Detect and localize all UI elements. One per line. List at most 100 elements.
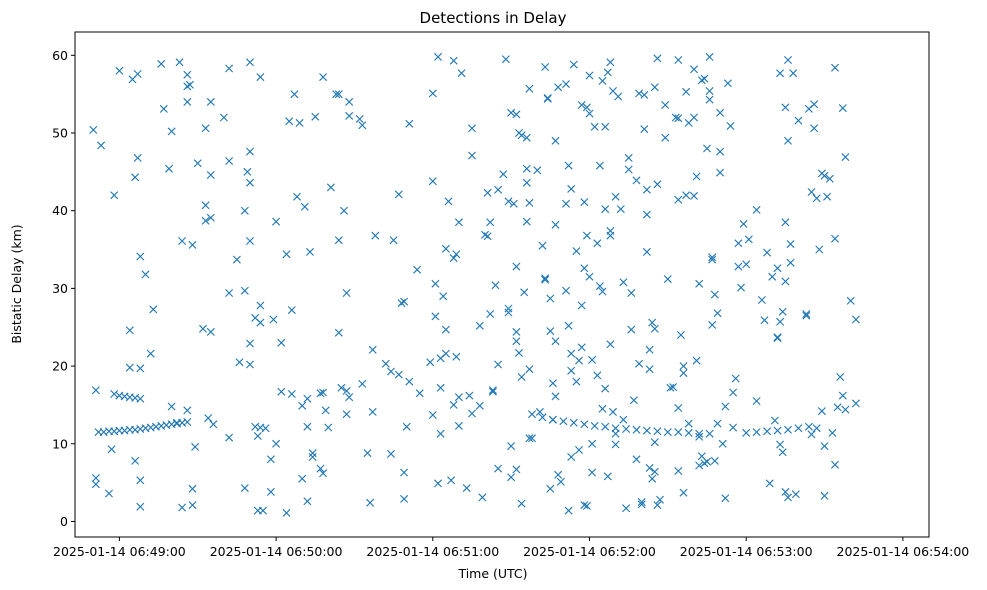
data-point [585,109,594,118]
data-point [175,58,184,67]
data-point [642,247,651,256]
data-point [575,446,583,454]
data-point [131,173,140,182]
data-point [308,449,317,458]
data-point [256,318,265,327]
x-tick-label: 2025-01-14 06:51:00 [366,544,499,559]
data-point [475,321,484,330]
data-point [611,429,620,438]
data-point [167,402,176,411]
data-point [321,406,330,415]
data-point [319,73,328,82]
data-point [295,118,304,127]
data-point [125,363,134,372]
data-point [538,241,547,250]
data-point [611,440,620,449]
data-point [731,374,740,383]
data-point [556,477,565,486]
data-point [692,172,701,181]
data-point [595,282,604,291]
data-point [705,429,714,438]
data-point [804,422,813,431]
data-point [653,427,662,436]
data-point [614,92,623,101]
data-point [645,463,654,472]
data-point [525,365,534,374]
data-point [802,310,811,318]
data-point [219,113,228,122]
data-point [146,349,155,358]
data-point [136,476,145,485]
data-point [603,472,612,481]
data-point [308,453,317,461]
data-point [546,327,555,336]
data-point [833,403,842,412]
data-point [512,465,521,474]
data-point [674,56,683,64]
data-point [165,164,173,173]
data-point [588,439,597,448]
data-point [441,244,450,253]
data-point [784,425,792,434]
data-point [528,410,536,419]
data-point [601,205,610,214]
data-point [517,131,526,140]
data-point [734,262,743,271]
data-point [710,456,719,465]
data-point [776,440,785,449]
data-point [682,191,691,200]
data-point [436,383,445,392]
data-point [773,334,782,343]
data-point [494,464,503,473]
data-point [663,428,672,437]
data-point [345,111,354,120]
data-point [776,317,785,326]
data-point [342,410,351,419]
data-point [562,80,570,89]
data-point [235,358,244,367]
data-point [499,170,508,179]
data-point [627,289,636,297]
data-point [674,114,683,123]
data-point [564,321,573,330]
data-point [622,504,631,513]
data-point [700,74,709,83]
data-point [261,424,270,433]
data-point [428,177,437,186]
data-point [590,122,599,131]
data-point [551,392,560,401]
data-point [546,294,555,303]
data-point [734,239,743,248]
data-point [716,168,725,177]
data-point [183,418,192,426]
data-point [206,213,215,222]
data-point [371,231,380,240]
data-point [567,453,576,461]
data-point [368,345,377,354]
data-point [674,404,683,412]
data-point [794,424,803,433]
data-point [426,358,435,367]
data-point [572,247,581,256]
data-point [622,425,631,433]
data-point [159,104,168,113]
data-point [209,420,218,429]
data-point [488,386,497,395]
data-point [642,426,651,435]
data-point [548,379,557,388]
data-point [441,349,450,358]
data-point [765,479,774,488]
data-point [595,161,604,170]
data-point [661,133,670,142]
data-point [695,461,704,470]
data-point [449,400,458,409]
data-point [642,185,651,194]
data-point [136,502,145,511]
data-point [225,433,234,442]
data-point [136,252,145,261]
y-axis-label: Bistatic Delay (km) [9,224,24,343]
data-point [543,94,552,103]
data-point [240,206,249,215]
data-point [773,264,782,273]
data-point [110,390,119,398]
